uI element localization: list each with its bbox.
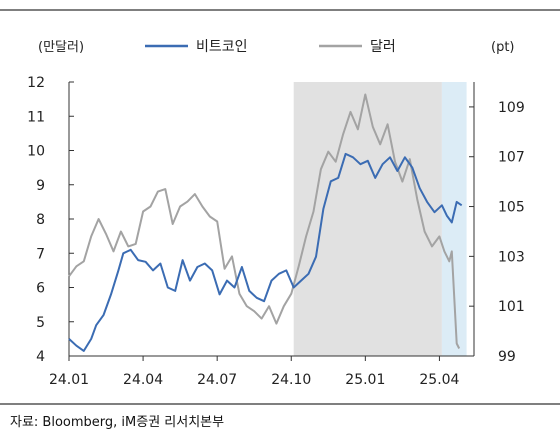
y-left-unit: (만달러) bbox=[38, 40, 84, 55]
legend-label-bitcoin: 비트코인 bbox=[196, 39, 248, 55]
y-left-tick-label: 8 bbox=[36, 212, 45, 228]
y-left-tick-label: 7 bbox=[36, 246, 45, 262]
x-tick-label: 24.07 bbox=[197, 372, 237, 388]
y-left-tick-label: 6 bbox=[36, 281, 45, 297]
source-note: 자료: Bloomberg, iM증권 리서치본부 bbox=[10, 415, 225, 430]
y-right-tick-label: 107 bbox=[498, 150, 525, 166]
y-right-tick-label: 101 bbox=[498, 299, 525, 315]
y-left-tick-label: 9 bbox=[36, 178, 45, 194]
series-lines bbox=[68, 93, 463, 352]
y-right-tick-label: 109 bbox=[498, 100, 525, 116]
x-tick-label: 25.01 bbox=[345, 372, 385, 388]
x-tick-label: 25.04 bbox=[419, 372, 459, 388]
y-left-tick-label: 11 bbox=[27, 109, 45, 125]
y-left-tick-label: 4 bbox=[36, 349, 45, 365]
y-left-tick-label: 12 bbox=[27, 75, 45, 91]
y-right-tick-label: 105 bbox=[498, 200, 525, 216]
y-right-unit: (pt) bbox=[491, 40, 515, 55]
x-tick-label: 24.01 bbox=[49, 372, 89, 388]
shaded-regions bbox=[293, 82, 467, 356]
axes: 4 5 6 7 8 9 10 11 12 99 101 103 105 107 109 24.01 24.04 2… bbox=[27, 75, 525, 388]
x-tick-label: 24.04 bbox=[123, 372, 163, 388]
legend: 비트코인 달러 bbox=[145, 39, 396, 55]
y-right-tick-label: 99 bbox=[498, 349, 516, 365]
y-right-tick-label: 103 bbox=[498, 249, 525, 265]
series-line-bitcoin bbox=[68, 152, 463, 352]
x-tick-label: 24.10 bbox=[271, 372, 311, 388]
legend-label-dollar: 달러 bbox=[370, 39, 396, 55]
shaded-region-0 bbox=[293, 82, 442, 356]
y-left-tick-label: 10 bbox=[27, 144, 45, 160]
y-left-tick-label: 5 bbox=[36, 315, 45, 331]
